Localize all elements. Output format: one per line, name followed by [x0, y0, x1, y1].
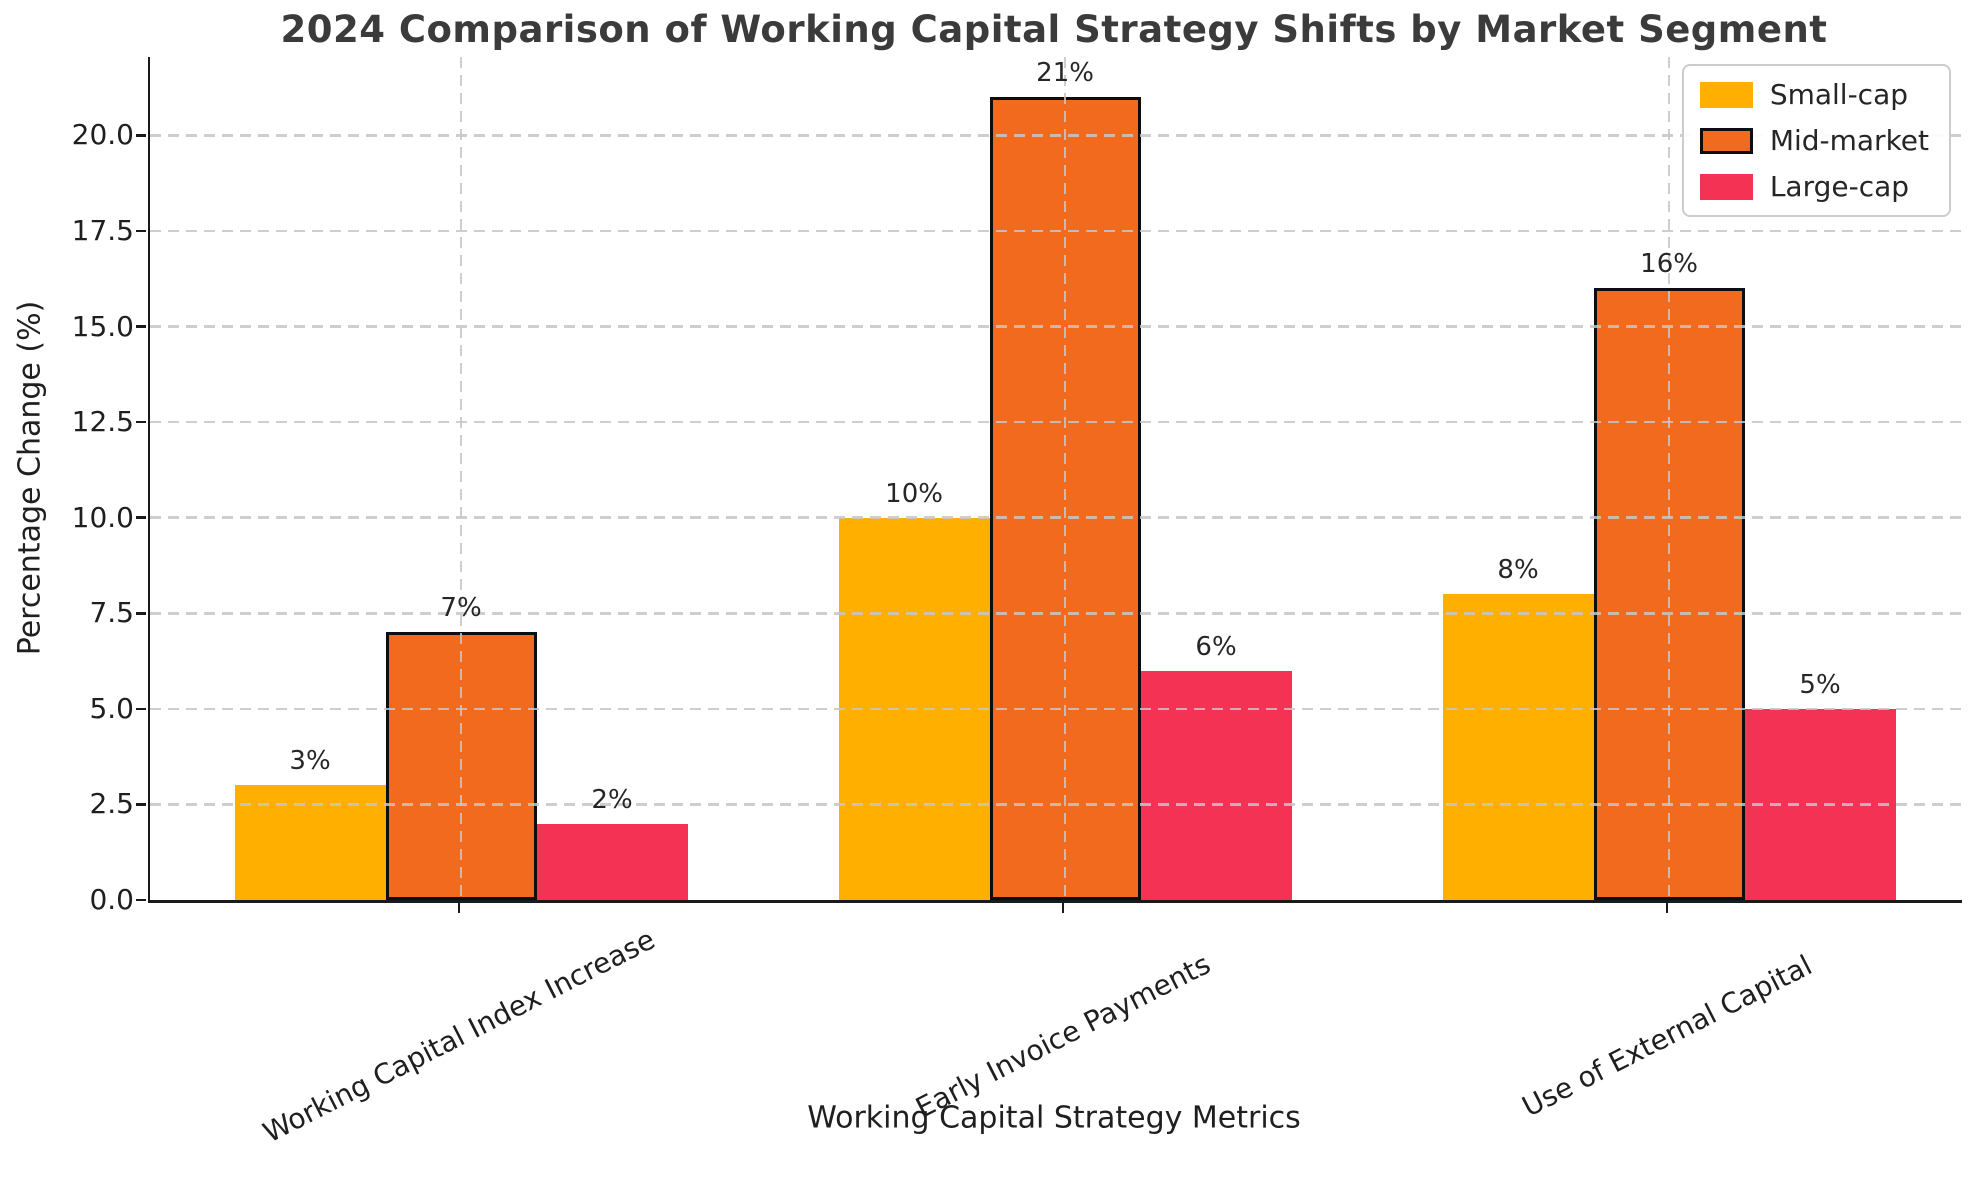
chart-title: 2024 Comparison of Working Capital Strat… — [280, 8, 1828, 51]
bar-value-label: 7% — [440, 593, 482, 624]
y-tick-mark — [136, 420, 146, 424]
x-tick-mark — [457, 903, 461, 913]
bar-large-cap-1 — [536, 823, 688, 900]
y-tick-label: 7.5 — [89, 596, 134, 630]
legend-label: Large-cap — [1769, 170, 1910, 203]
y-tick-label: 0.0 — [89, 883, 134, 916]
bar-value-label: 10% — [885, 478, 943, 509]
y-tick-label: 20.0 — [71, 118, 134, 152]
y-tick-mark — [136, 803, 146, 806]
x-tick-mark — [1665, 903, 1669, 913]
y-tick-mark — [136, 612, 146, 615]
y-tick-label: 17.5 — [71, 213, 134, 247]
legend-swatch-large-cap — [1699, 173, 1753, 200]
x-tick-label-3: Use of External Capital — [1516, 948, 1818, 1124]
legend-item-mid-market: Mid-market — [1699, 124, 1929, 157]
y-tick-mark — [136, 134, 146, 137]
bar-mid-market-1 — [385, 632, 537, 900]
y-tick-mark — [136, 325, 146, 328]
legend-label: Mid-market — [1769, 124, 1929, 157]
bar-value-label: 6% — [1195, 631, 1237, 662]
legend-label: Small-cap — [1769, 78, 1909, 111]
plot-area: Small-cap Mid-market Large-cap 3% 10% 8% 7% 21… — [148, 57, 1962, 903]
y-tick-label: 10.0 — [71, 500, 134, 534]
y-tick-label: 15.0 — [71, 309, 134, 343]
bar-value-label: 5% — [1799, 669, 1841, 700]
x-axis-label: Working Capital Strategy Metrics — [807, 1100, 1301, 1136]
y-tick-mark — [136, 516, 146, 519]
legend-swatch-small-cap — [1699, 81, 1753, 108]
bar-value-label: 3% — [289, 746, 331, 777]
bar-mid-market-3 — [1593, 288, 1745, 900]
bar-small-cap-3 — [1442, 594, 1594, 900]
bar-small-cap-1 — [234, 785, 386, 900]
y-tick-label: 5.0 — [89, 691, 134, 725]
y-tick-label: 12.5 — [71, 405, 134, 439]
bar-large-cap-2 — [1140, 670, 1292, 900]
legend: Small-cap Mid-market Large-cap — [1681, 64, 1951, 217]
bar-large-cap-3 — [1744, 708, 1896, 900]
bar-value-label: 16% — [1640, 249, 1698, 280]
x-tick-label-1: Working Capital Index Increase — [257, 922, 661, 1150]
legend-item-large-cap: Large-cap — [1699, 170, 1929, 203]
y-tick-mark — [136, 229, 146, 233]
x-tick-label-2: Early Invoice Payments — [910, 947, 1216, 1125]
bar-value-label: 8% — [1497, 555, 1539, 586]
bar-value-label: 2% — [591, 784, 633, 815]
y-tick-label: 2.5 — [89, 787, 134, 821]
legend-item-small-cap: Small-cap — [1699, 78, 1929, 111]
legend-swatch-mid-market — [1699, 127, 1753, 154]
bar-small-cap-2 — [838, 517, 990, 900]
bar-value-label: 21% — [1036, 58, 1094, 89]
bar-mid-market-2 — [989, 97, 1141, 900]
y-tick-mark — [136, 707, 146, 711]
x-tick-mark — [1061, 903, 1065, 913]
y-tick-mark — [136, 898, 146, 902]
